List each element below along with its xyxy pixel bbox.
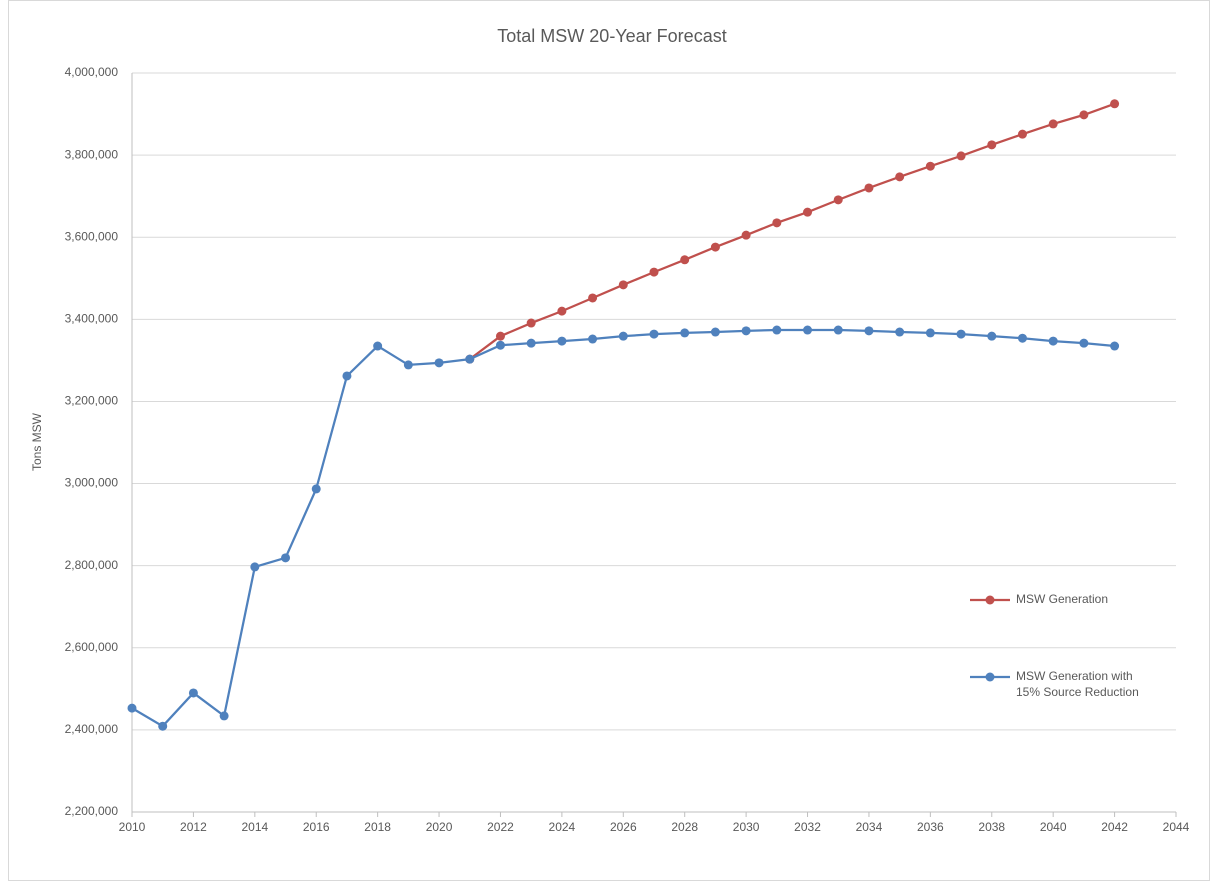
chart-title: Total MSW 20-Year Forecast (497, 26, 726, 46)
data-point (895, 172, 905, 182)
data-point (403, 360, 413, 370)
data-point (956, 151, 966, 161)
y-tick-label: 3,400,000 (65, 312, 119, 326)
data-point (588, 334, 598, 344)
data-point (557, 336, 567, 346)
y-tick-label: 3,200,000 (65, 394, 119, 408)
data-point (1110, 341, 1120, 351)
y-tick-label: 4,000,000 (65, 65, 119, 79)
data-point (1048, 336, 1058, 346)
data-point (1110, 99, 1120, 109)
data-point (281, 553, 291, 563)
data-point (803, 207, 813, 217)
data-point (680, 255, 690, 265)
data-point (864, 326, 874, 336)
x-tick-label: 2044 (1163, 820, 1190, 834)
data-point (495, 331, 505, 341)
chart-frame (8, 0, 1210, 881)
legend-label: MSW Generation (1016, 592, 1109, 606)
x-tick-label: 2034 (856, 820, 883, 834)
x-tick-label: 2018 (364, 820, 391, 834)
y-tick-label: 3,600,000 (65, 229, 119, 243)
data-point (618, 280, 628, 290)
data-point (373, 341, 383, 351)
data-point (1079, 338, 1089, 348)
x-tick-label: 2030 (733, 820, 760, 834)
data-point (219, 711, 229, 721)
x-tick-label: 2038 (978, 820, 1005, 834)
data-point (1017, 333, 1027, 343)
data-point (588, 293, 598, 303)
data-point (557, 306, 567, 316)
data-point (158, 721, 168, 731)
data-point (649, 329, 659, 339)
data-point (710, 242, 720, 252)
y-tick-label: 2,400,000 (65, 722, 119, 736)
x-tick-label: 2024 (549, 820, 576, 834)
data-point (803, 325, 813, 335)
legend-entry: MSW Generation (1016, 592, 1109, 606)
data-point (956, 329, 966, 339)
y-tick-label: 2,200,000 (65, 804, 119, 818)
y-tick-label: 3,800,000 (65, 147, 119, 161)
x-tick-label: 2020 (426, 820, 453, 834)
x-tick-label: 2012 (180, 820, 207, 834)
y-tick-label: 2,600,000 (65, 640, 119, 654)
data-point (680, 328, 690, 338)
data-point (1079, 110, 1089, 120)
legend-marker (985, 595, 995, 605)
data-point (495, 340, 505, 350)
x-tick-label: 2028 (671, 820, 698, 834)
data-point (1048, 119, 1058, 129)
data-point (342, 371, 352, 381)
data-point (741, 326, 751, 336)
data-point (127, 703, 137, 713)
data-point (311, 484, 321, 494)
data-point (772, 325, 782, 335)
data-point (833, 325, 843, 335)
legend-entry: MSW Generation with 15% Source Reduction (1016, 669, 1139, 699)
data-point (772, 218, 782, 228)
x-tick-label: 2032 (794, 820, 821, 834)
data-point (987, 140, 997, 150)
data-point (434, 358, 444, 368)
data-point (895, 327, 905, 337)
data-point (925, 328, 935, 338)
data-point (526, 318, 536, 328)
series-line (469, 102, 1115, 361)
data-point (618, 331, 628, 341)
data-point (864, 183, 874, 193)
data-point (649, 267, 659, 277)
data-point (526, 338, 536, 348)
x-tick-label: 2042 (1101, 820, 1128, 834)
data-point (833, 195, 843, 205)
data-point (1017, 129, 1027, 139)
y-tick-label: 2,800,000 (65, 558, 119, 572)
data-point (250, 562, 260, 572)
legend-label: MSW Generation with 15% Source Reduction (1016, 669, 1139, 699)
data-point (710, 327, 720, 337)
y-axis-label: Tons MSW (30, 412, 44, 471)
data-point (987, 331, 997, 341)
data-point (925, 161, 935, 171)
x-tick-label: 2040 (1040, 820, 1067, 834)
legend-marker (985, 672, 995, 682)
x-tick-label: 2036 (917, 820, 944, 834)
data-point (741, 230, 751, 240)
data-point (465, 354, 475, 364)
x-tick-label: 2010 (119, 820, 146, 834)
x-tick-label: 2022 (487, 820, 514, 834)
x-tick-label: 2016 (303, 820, 330, 834)
data-point (188, 688, 198, 698)
x-tick-label: 2014 (241, 820, 268, 834)
y-tick-label: 3,000,000 (65, 476, 119, 490)
x-tick-label: 2026 (610, 820, 637, 834)
